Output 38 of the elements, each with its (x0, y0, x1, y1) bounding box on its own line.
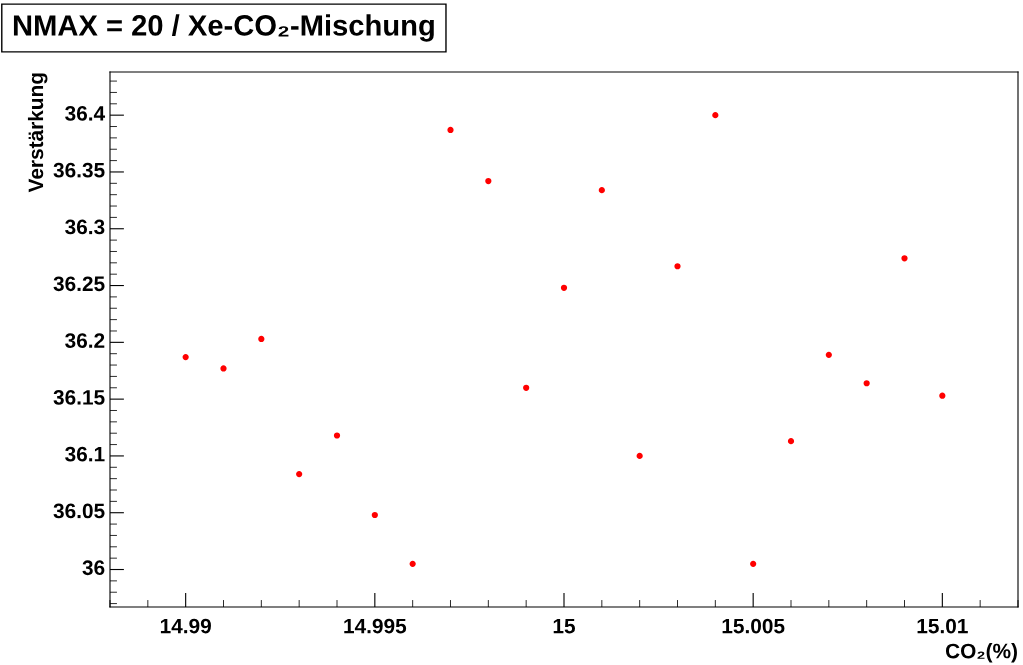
point (182, 354, 189, 361)
point (409, 560, 416, 567)
point (333, 432, 341, 439)
y-tick-label: 36.2 (65, 333, 105, 348)
x-tick-label: 15 (553, 618, 576, 634)
x-tick-label: 15.01 (917, 618, 968, 634)
point (939, 392, 946, 399)
point (447, 126, 454, 134)
y-tick-label: 36 (82, 560, 105, 576)
y-axis-title: Verstärkung (27, 73, 48, 193)
point (220, 365, 227, 372)
point (560, 284, 568, 291)
point (598, 187, 605, 194)
point (825, 351, 832, 358)
y-tick-label: 36.15 (53, 389, 105, 405)
point (523, 384, 530, 391)
chart-title: NMAX = 20 / Xe-CO₂-Mischung (13, 14, 434, 42)
y-tick-label: 36.3 (65, 219, 105, 235)
y-tick-label: 36.25 (53, 276, 105, 292)
y-tick-label: 36.35 (53, 162, 105, 178)
point (258, 335, 265, 343)
point (712, 112, 719, 119)
point (371, 511, 378, 519)
y-tick-label: 36.05 (53, 503, 105, 519)
y-tick-label: 36.1 (65, 446, 105, 462)
point (863, 380, 870, 387)
y-tick-label: 36.4 (65, 106, 106, 121)
point (296, 471, 303, 478)
x-tick-label: 15.005 (722, 618, 785, 634)
point (636, 452, 643, 460)
point (901, 255, 908, 262)
point (485, 177, 492, 185)
point (674, 263, 681, 270)
point (750, 560, 757, 567)
x-axis-title: CO₂(%) (945, 643, 1017, 663)
point (787, 438, 795, 445)
x-tick-label: 14.995 (344, 618, 407, 634)
x-tick-label: 14.99 (160, 618, 211, 634)
